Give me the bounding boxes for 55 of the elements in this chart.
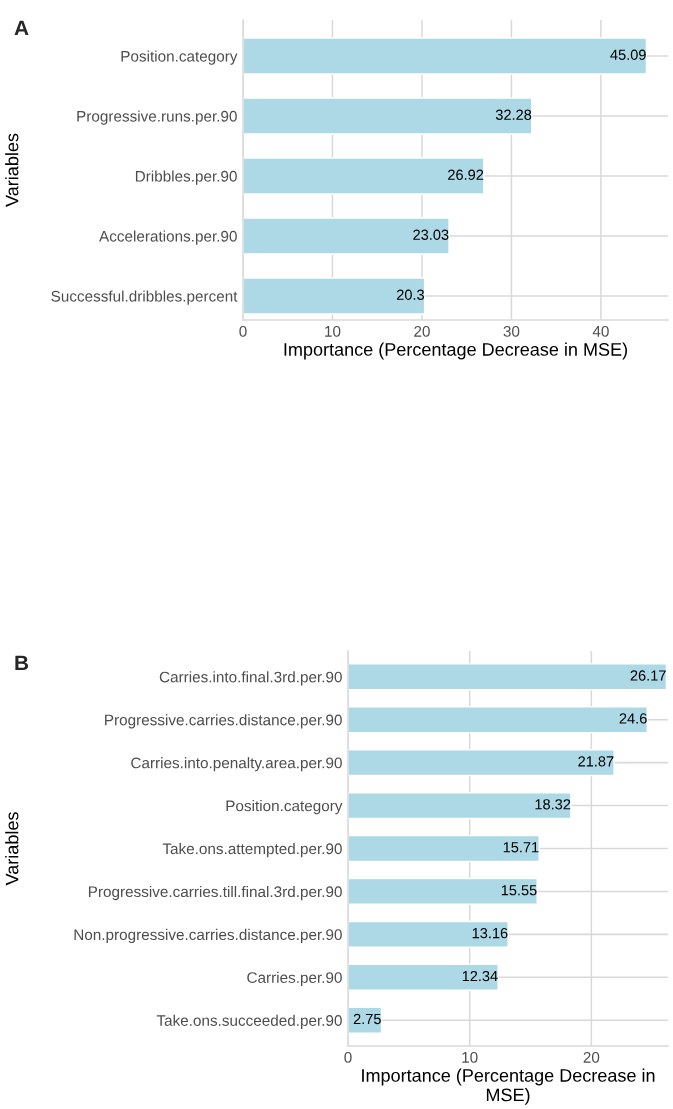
bar — [243, 217, 450, 255]
x-tick-label: 0 — [239, 325, 247, 337]
y-tick-label: Successful.dribbles.percent — [51, 290, 238, 305]
data-label: 15.55 — [501, 885, 537, 896]
y-tick-label: Take.ons.attempted.per.90 — [162, 842, 342, 858]
y-tick-label: Progressive.carries.till.final.3rd.per.90 — [88, 885, 342, 901]
x-axis-title: Importance (Percentage Decrease in MSE) — [362, 1068, 655, 1105]
text: A — [14, 20, 29, 36]
bar — [243, 277, 426, 315]
text: B — [15, 655, 29, 671]
data-label: 13.16 — [472, 927, 508, 939]
data-label: 20.3 — [396, 289, 424, 300]
bar — [243, 97, 533, 135]
y-tick-label: Progressive.runs.per.90 — [77, 110, 237, 125]
y-tick-label: Non.progressive.carries.distance.per.90 — [74, 928, 342, 944]
bar — [348, 706, 649, 734]
x-tick-label: 30 — [503, 325, 520, 337]
x-tick-label: 20 — [583, 1051, 600, 1063]
y-axis-title: Variables — [5, 812, 19, 886]
data-label: 32.28 — [495, 109, 532, 120]
data-label: 24.6 — [619, 713, 647, 724]
bar — [348, 791, 572, 820]
x-tick-label: 20 — [414, 325, 430, 337]
x-tick-label: 10 — [325, 325, 341, 337]
x-tick-label: 0 — [344, 1051, 352, 1063]
y-tick-label: Position.category — [121, 50, 238, 65]
data-label: 12.34 — [462, 970, 498, 982]
y-tick-label: Take.ons.succeeded.per.90 — [156, 1014, 342, 1029]
y-tick-label: Position.category — [226, 800, 343, 815]
bar — [348, 663, 668, 691]
data-label: 23.03 — [413, 229, 449, 240]
bar — [243, 157, 485, 195]
data-label: 26.92 — [448, 169, 484, 180]
data-label: 26.17 — [630, 670, 666, 681]
x-tick-label: 10 — [462, 1051, 478, 1063]
y-tick-label: Carries.into.penalty.area.per.90 — [131, 757, 342, 772]
bar — [348, 749, 615, 777]
bar — [348, 963, 499, 991]
bar — [348, 834, 540, 863]
y-tick-label: Carries.into.final.3rd.per.90 — [159, 671, 342, 686]
bar — [348, 920, 509, 948]
y-tick-label: Dribbles.per.90 — [135, 170, 237, 185]
x-axis-title: Importance (Percentage Decrease in MSE) — [284, 342, 627, 360]
y-tick-label: Progressive.carries.distance.per.90 — [105, 714, 342, 729]
data-label: 45.09 — [610, 49, 646, 60]
data-label: 15.71 — [503, 842, 539, 853]
data-label: 21.87 — [578, 756, 614, 767]
bar — [243, 37, 648, 75]
data-label: 2.75 — [353, 1013, 381, 1025]
y-tick-label: Carries.per.90 — [247, 971, 342, 987]
y-axis-title: Variables — [5, 133, 19, 207]
data-label: 18.32 — [535, 799, 571, 810]
bar — [348, 877, 538, 906]
x-tick-label: 40 — [592, 325, 609, 337]
y-tick-label: Accelerations.per.90 — [99, 230, 237, 245]
